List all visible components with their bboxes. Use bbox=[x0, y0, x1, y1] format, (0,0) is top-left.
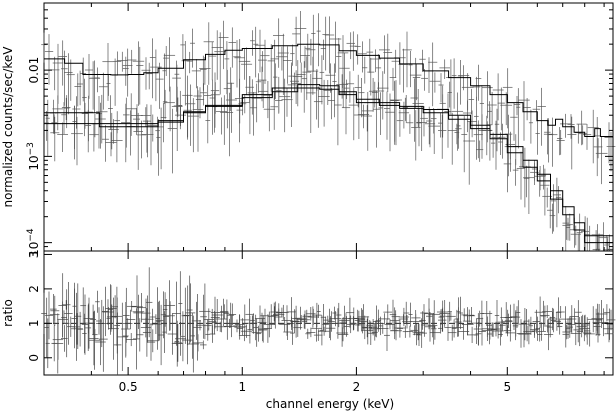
ratio-x-ticks: 0.5 1 2 5 bbox=[43, 251, 605, 394]
x-axis-label: channel energy (keV) bbox=[266, 397, 394, 411]
x-tick-label: 1 bbox=[238, 380, 246, 394]
ratio-y-tick-label: 0 bbox=[27, 354, 41, 362]
y-tick-label: 10−4 bbox=[26, 228, 41, 257]
ratio-panel: 0 1 2 3 0.5 1 2 5 bbox=[27, 250, 616, 394]
ratio-y-axis-label: ratio bbox=[1, 299, 15, 327]
model-curve bbox=[44, 43, 614, 150]
ratio-y-tick-label: 1 bbox=[27, 320, 41, 328]
x-tick-label: 5 bbox=[503, 380, 511, 394]
model-curve bbox=[44, 84, 614, 243]
spectrum-model-curves bbox=[44, 43, 614, 251]
model-curve bbox=[44, 87, 614, 251]
spectrum-y-axis-label: normalized counts/sec/keV bbox=[1, 46, 15, 208]
y-tick-label: 0.01 bbox=[27, 57, 41, 84]
ratio-y-tick-label: 2 bbox=[27, 285, 41, 293]
ratio-data-points bbox=[41, 267, 616, 375]
spectrum-panel: 10−4 10−3 0.01 bbox=[26, 2, 616, 257]
spectrum-x-ticks bbox=[43, 3, 605, 251]
spectrum-y-ticks: 10−4 10−3 0.01 bbox=[26, 2, 613, 257]
ratio-frame bbox=[43, 250, 614, 376]
spectrum-data-points bbox=[41, 11, 616, 252]
x-tick-label: 2 bbox=[353, 380, 361, 394]
y-tick-label: 10−3 bbox=[26, 142, 41, 171]
ratio-y-tick-label: 3 bbox=[27, 251, 41, 259]
x-tick-label: 0.5 bbox=[119, 380, 138, 394]
ratio-y-ticks: 0 1 2 3 bbox=[27, 251, 613, 362]
